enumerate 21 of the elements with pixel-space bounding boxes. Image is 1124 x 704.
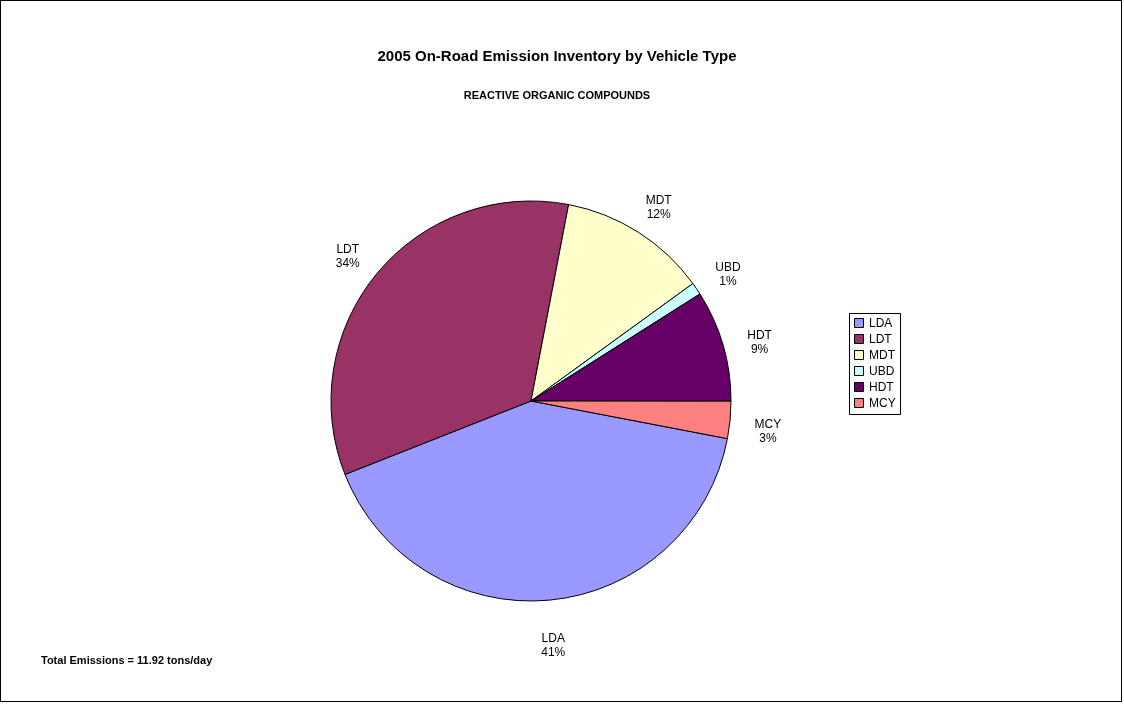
slice-label: MCY: [754, 416, 782, 431]
chart-subtitle: REACTIVE ORGANIC COMPOUNDS: [463, 89, 651, 101]
legend-label: MCY: [869, 396, 896, 410]
data-label: 3%: [759, 430, 777, 445]
legend-label: LDT: [869, 332, 893, 346]
legend-label: UBD: [869, 364, 895, 378]
slice-label: LDT: [336, 242, 360, 257]
slice-label: MDT: [645, 193, 673, 208]
slice-label: HDT: [747, 327, 773, 342]
data-label: 41%: [541, 644, 566, 659]
slice-label: UBD: [715, 260, 741, 275]
slice-label: LDA: [541, 630, 565, 645]
legend-label: LDA: [869, 316, 893, 330]
data-label: 12%: [646, 207, 671, 222]
data-label: 1%: [719, 274, 737, 289]
data-label: 34%: [335, 256, 361, 271]
data-label: 9%: [750, 341, 769, 356]
legend-label: HDT: [869, 380, 895, 394]
legend-label: MDT: [869, 348, 896, 362]
text: Total Emissions = 11.92 tons/day: [41, 654, 214, 666]
chart-title: 2005 On-Road Emission Inventory by Vehicle Type: [377, 47, 737, 64]
